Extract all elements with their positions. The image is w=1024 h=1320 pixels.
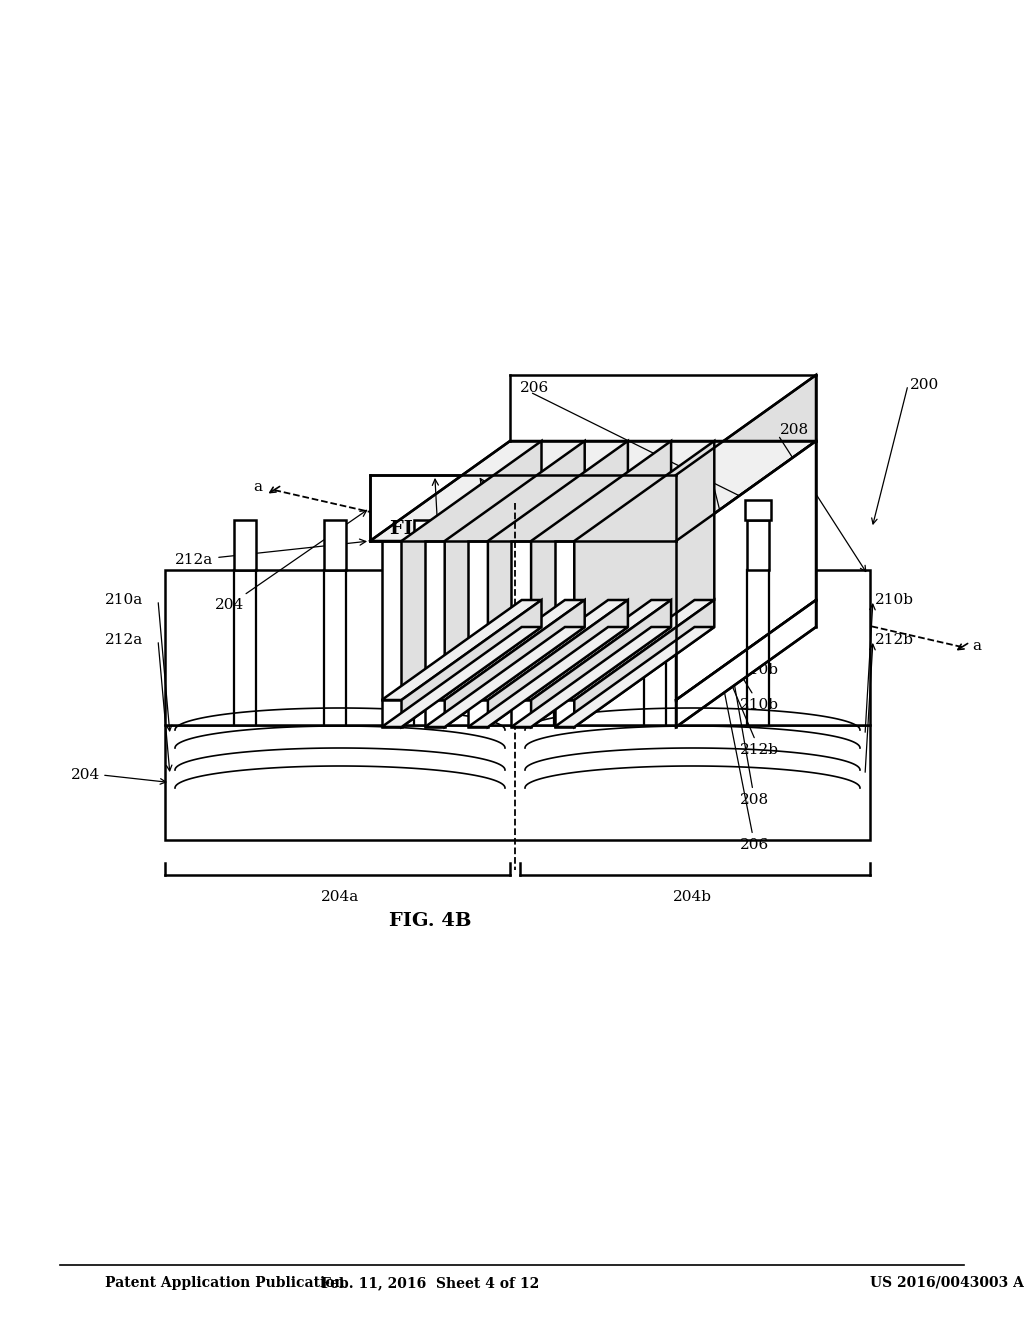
Polygon shape bbox=[425, 541, 444, 700]
Text: 210b: 210b bbox=[707, 465, 779, 677]
Polygon shape bbox=[555, 601, 715, 700]
Text: 204: 204 bbox=[215, 511, 367, 612]
Bar bbox=[414, 520, 436, 570]
Text: 204: 204 bbox=[71, 768, 100, 781]
Polygon shape bbox=[401, 441, 542, 700]
Polygon shape bbox=[487, 601, 628, 727]
Text: 210b: 210b bbox=[660, 545, 779, 711]
Bar bbox=[554, 520, 575, 570]
Polygon shape bbox=[676, 441, 816, 700]
Polygon shape bbox=[555, 541, 574, 700]
Polygon shape bbox=[468, 627, 628, 727]
Text: a: a bbox=[972, 639, 981, 653]
Polygon shape bbox=[444, 601, 585, 727]
Polygon shape bbox=[382, 541, 401, 700]
Text: 212b: 212b bbox=[688, 582, 779, 756]
Text: 210a: 210a bbox=[480, 479, 558, 577]
Text: 200: 200 bbox=[910, 378, 939, 392]
Polygon shape bbox=[444, 441, 585, 700]
Polygon shape bbox=[487, 441, 628, 700]
Polygon shape bbox=[511, 700, 531, 727]
Bar bbox=[324, 520, 346, 570]
Polygon shape bbox=[574, 601, 715, 727]
Text: Feb. 11, 2016  Sheet 4 of 12: Feb. 11, 2016 Sheet 4 of 12 bbox=[321, 1276, 539, 1290]
Polygon shape bbox=[511, 627, 671, 727]
Polygon shape bbox=[370, 475, 676, 541]
Text: 212a: 212a bbox=[175, 539, 366, 568]
Text: 208: 208 bbox=[717, 594, 769, 807]
Polygon shape bbox=[382, 700, 401, 727]
Text: 208: 208 bbox=[780, 422, 809, 437]
Text: Patent Application Publication: Patent Application Publication bbox=[105, 1276, 345, 1290]
Polygon shape bbox=[555, 700, 574, 727]
Polygon shape bbox=[676, 601, 816, 727]
Polygon shape bbox=[574, 441, 715, 700]
Polygon shape bbox=[425, 627, 585, 727]
Text: 210b: 210b bbox=[874, 593, 914, 607]
Bar bbox=[644, 520, 666, 570]
Text: US 2016/0043003 A1: US 2016/0043003 A1 bbox=[870, 1276, 1024, 1290]
Text: 206: 206 bbox=[711, 631, 769, 851]
Bar bbox=[234, 520, 256, 570]
Polygon shape bbox=[468, 541, 487, 700]
Text: 212a: 212a bbox=[105, 634, 143, 647]
Polygon shape bbox=[401, 601, 542, 727]
Polygon shape bbox=[555, 627, 715, 727]
Polygon shape bbox=[511, 601, 671, 700]
Text: 210a: 210a bbox=[105, 593, 143, 607]
Polygon shape bbox=[425, 700, 444, 727]
Bar bbox=[745, 500, 771, 520]
Text: 206: 206 bbox=[520, 381, 549, 395]
Polygon shape bbox=[531, 441, 671, 700]
Polygon shape bbox=[382, 601, 542, 700]
Text: a: a bbox=[253, 480, 262, 494]
Text: 204b: 204b bbox=[673, 890, 712, 904]
Polygon shape bbox=[531, 601, 671, 727]
Bar bbox=[165, 570, 870, 725]
Text: 210a: 210a bbox=[420, 479, 459, 562]
Text: FIG. 4A: FIG. 4A bbox=[389, 520, 470, 539]
Polygon shape bbox=[425, 601, 585, 700]
Polygon shape bbox=[382, 627, 542, 727]
Polygon shape bbox=[511, 541, 531, 700]
Polygon shape bbox=[370, 441, 816, 541]
Text: 204a: 204a bbox=[321, 890, 359, 904]
Polygon shape bbox=[676, 375, 816, 541]
Polygon shape bbox=[468, 700, 487, 727]
Bar bbox=[746, 520, 769, 570]
Text: FIG. 4B: FIG. 4B bbox=[389, 912, 471, 931]
Bar bbox=[165, 725, 870, 840]
Text: 212b: 212b bbox=[874, 634, 914, 647]
Polygon shape bbox=[468, 601, 628, 700]
